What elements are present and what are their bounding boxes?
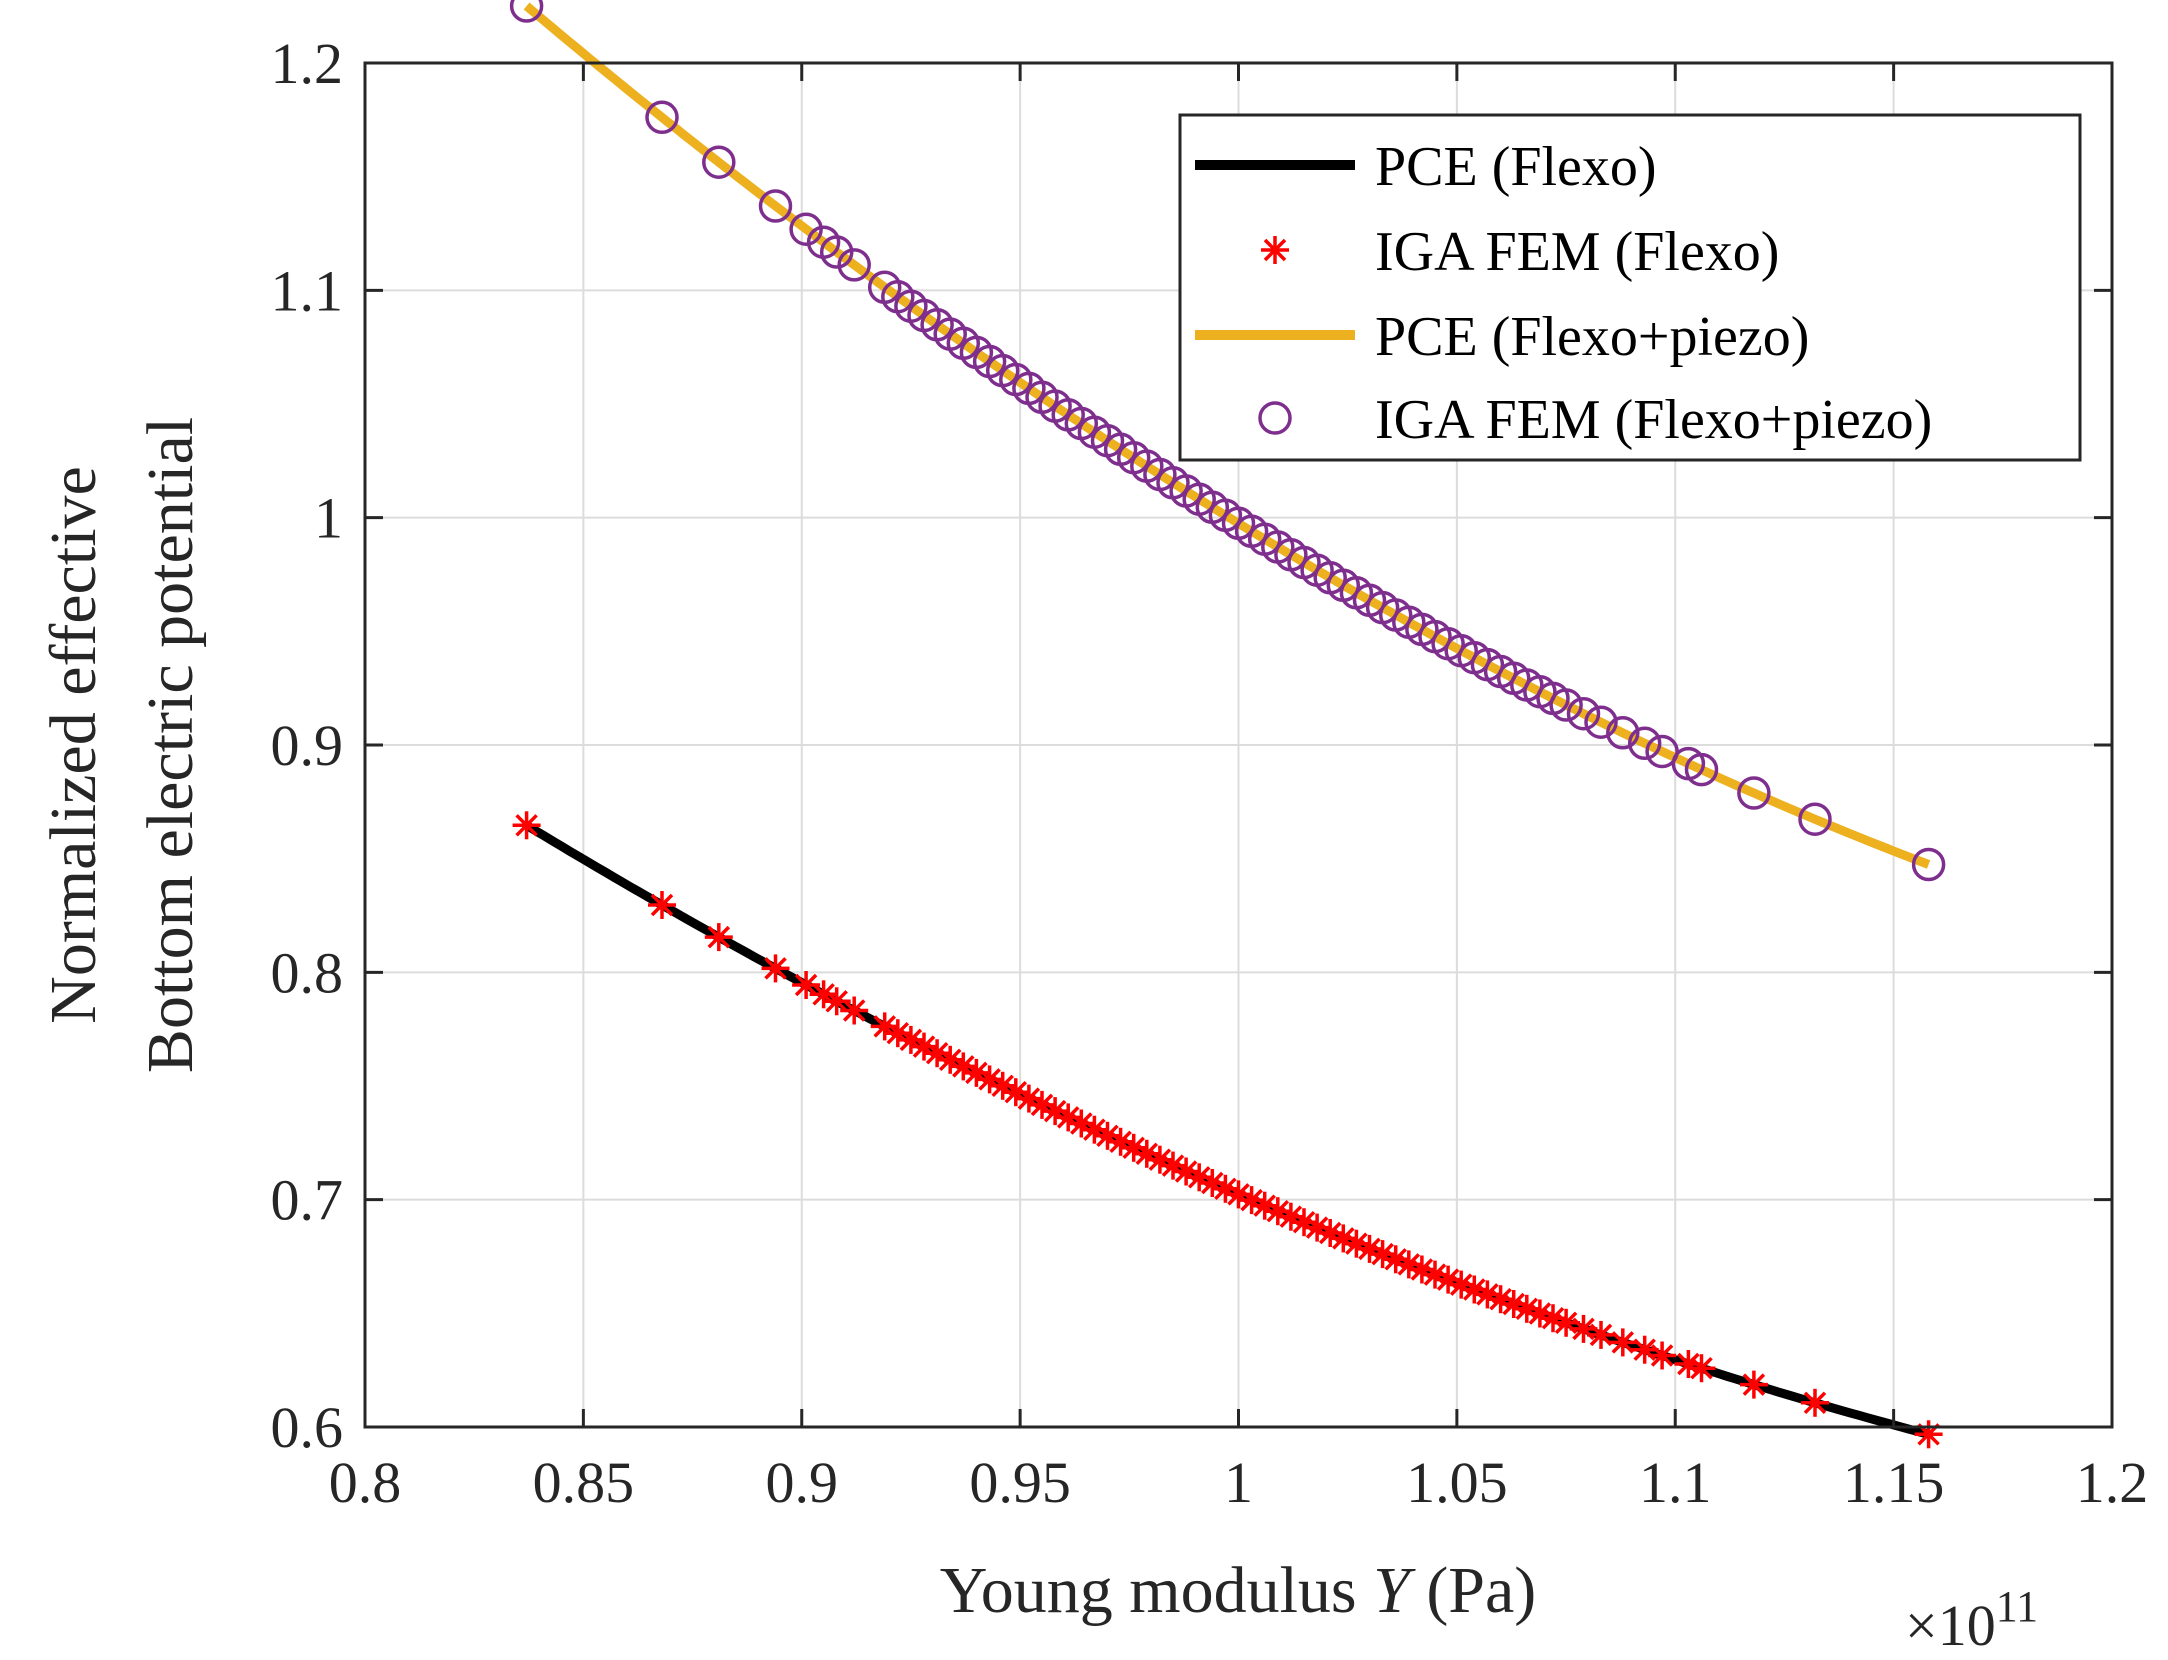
legend-label-pce-flexo-piezo: PCE (Flexo+piezo) — [1375, 306, 1809, 368]
y-tick-label: 1.2 — [271, 31, 344, 96]
y-tick-label: 0.6 — [271, 1395, 344, 1460]
data-point-flexo-piezo — [702, 145, 736, 179]
data-point-flexo-piezo — [1566, 696, 1601, 731]
y-tick-label: 0.8 — [271, 940, 344, 1005]
data-point-flexo — [1608, 1328, 1637, 1357]
x-axis-exponent-base: ×10 — [1905, 1593, 1996, 1658]
x-axis-exponent-power: 11 — [1996, 1582, 2038, 1631]
data-point-flexo — [1739, 1370, 1768, 1399]
data-point-flexo-piezo — [1684, 752, 1719, 787]
ticks: 0.8 0.85 0.9 0.95 1 1.05 1.1 1.15 1.2 0.6 0.7 0.8 0.… — [271, 31, 2149, 1515]
x-tick-label: 0.9 — [766, 1450, 839, 1515]
x-tick-label: 1.1 — [1639, 1450, 1712, 1515]
x-tick-label: 1.15 — [1843, 1450, 1945, 1515]
data-point-flexo — [648, 891, 676, 919]
data-point-flexo — [840, 996, 869, 1025]
data-point-flexo — [1014, 1084, 1043, 1113]
data-point-flexo-piezo — [819, 235, 854, 269]
data-point-flexo — [1914, 1420, 1943, 1449]
series-line-pce-flexo-piezo- — [523, 2, 1931, 869]
x-tick-label: 1.05 — [1406, 1450, 1508, 1515]
data-point-flexo — [1460, 1275, 1489, 1304]
data-point-flexo-piezo — [1549, 688, 1583, 722]
x-tick-label: 1.2 — [2076, 1450, 2149, 1515]
legend-label-pce-flexo: PCE (Flexo) — [1375, 136, 1657, 198]
y-axis-title-group: Normalized effective — [37, 466, 110, 1024]
data-point-flexo — [1687, 1354, 1716, 1383]
x-axis-title-suffix: (Pa) — [1410, 1554, 1536, 1627]
x-tick-label: 0.95 — [969, 1450, 1071, 1515]
data-point-flexo — [512, 811, 541, 840]
data-point-flexo-piezo — [1737, 776, 1771, 810]
data-point-flexo-piezo — [1606, 716, 1640, 750]
y-axis-title-group-2: Bottom electric potential — [134, 417, 207, 1073]
x-axis-title-prefix: Young modulus — [940, 1554, 1373, 1627]
y-tick-label: 1 — [314, 486, 343, 551]
y-tick-label: 0.9 — [271, 713, 344, 778]
x-tick-label: 1 — [1224, 1450, 1253, 1515]
x-axis-exponent: ×1011 — [1905, 1582, 2038, 1658]
data-point-flexo — [1041, 1097, 1070, 1126]
legend-swatch-iga-flexo — [1261, 236, 1289, 264]
legend: PCE (Flexo) IGA FEM (Flexo) PCE (Flexo+p… — [1178, 113, 2082, 462]
data-point-flexo — [910, 1032, 938, 1061]
data-point-flexo — [1801, 1388, 1829, 1417]
data-point-flexo-piezo — [1584, 705, 1618, 739]
x-tick-label: 0.85 — [533, 1450, 635, 1515]
data-point-flexo — [761, 954, 790, 983]
data-point-flexo-piezo — [509, 0, 544, 23]
y-axis-title-line1: Normalized effective — [37, 466, 110, 1024]
legend-swatch-iga-flexo-piezo — [1258, 401, 1292, 435]
data-point-flexo — [936, 1045, 965, 1074]
data-point-flexo-piezo — [1798, 802, 1832, 836]
data-point-flexo — [1648, 1341, 1677, 1370]
data-point-flexo-piezo — [1627, 726, 1662, 761]
data-point-flexo — [1447, 1270, 1476, 1299]
data-point-flexo — [870, 1012, 899, 1041]
y-axis-title-line2: Bottom electric potential — [134, 417, 207, 1073]
x-axis-title: Young modulus Y (Pa) — [940, 1554, 1537, 1627]
data-point-flexo-piezo — [789, 212, 823, 246]
y-tick-label: 0.7 — [271, 1168, 344, 1233]
series-layer — [509, 0, 1946, 1449]
data-point-flexo-piezo — [837, 248, 871, 282]
data-point-flexo — [1674, 1350, 1703, 1378]
legend-label-iga-flexo: IGA FEM (Flexo) — [1375, 221, 1779, 283]
legend-label-iga-flexo-piezo: IGA FEM (Flexo+piezo) — [1375, 389, 1932, 451]
x-tick-label: 0.8 — [329, 1450, 402, 1515]
data-point-flexo — [1587, 1320, 1615, 1349]
legend-box — [1178, 113, 2082, 462]
data-point-flexo-piezo — [645, 100, 679, 135]
data-point-flexo — [975, 1065, 1004, 1094]
data-point-flexo-piezo — [1911, 847, 1946, 882]
data-point-flexo-piezo — [758, 189, 793, 223]
y-tick-label: 1.1 — [271, 258, 344, 323]
x-axis-title-var: Y — [1373, 1554, 1416, 1627]
data-point-flexo — [704, 923, 733, 952]
